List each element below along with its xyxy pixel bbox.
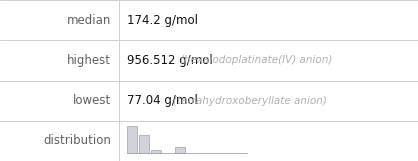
Bar (127, 126, 137, 153)
Text: 956.512 g/mol: 956.512 g/mol (127, 54, 213, 67)
Text: (tetrahydroxoberyllate anion): (tetrahydroxoberyllate anion) (173, 96, 327, 106)
Text: lowest: lowest (73, 94, 111, 107)
Text: 77.04 g/mol: 77.04 g/mol (127, 94, 198, 107)
Text: median: median (67, 14, 111, 27)
Bar (139, 135, 149, 153)
Bar (151, 150, 161, 153)
Text: distribution: distribution (43, 134, 111, 147)
Text: 174.2 g/mol: 174.2 g/mol (127, 14, 198, 27)
Text: highest: highest (67, 54, 111, 67)
Text: (hexaiodoplatinate(IV) anion): (hexaiodoplatinate(IV) anion) (181, 55, 333, 65)
Bar (175, 147, 185, 153)
